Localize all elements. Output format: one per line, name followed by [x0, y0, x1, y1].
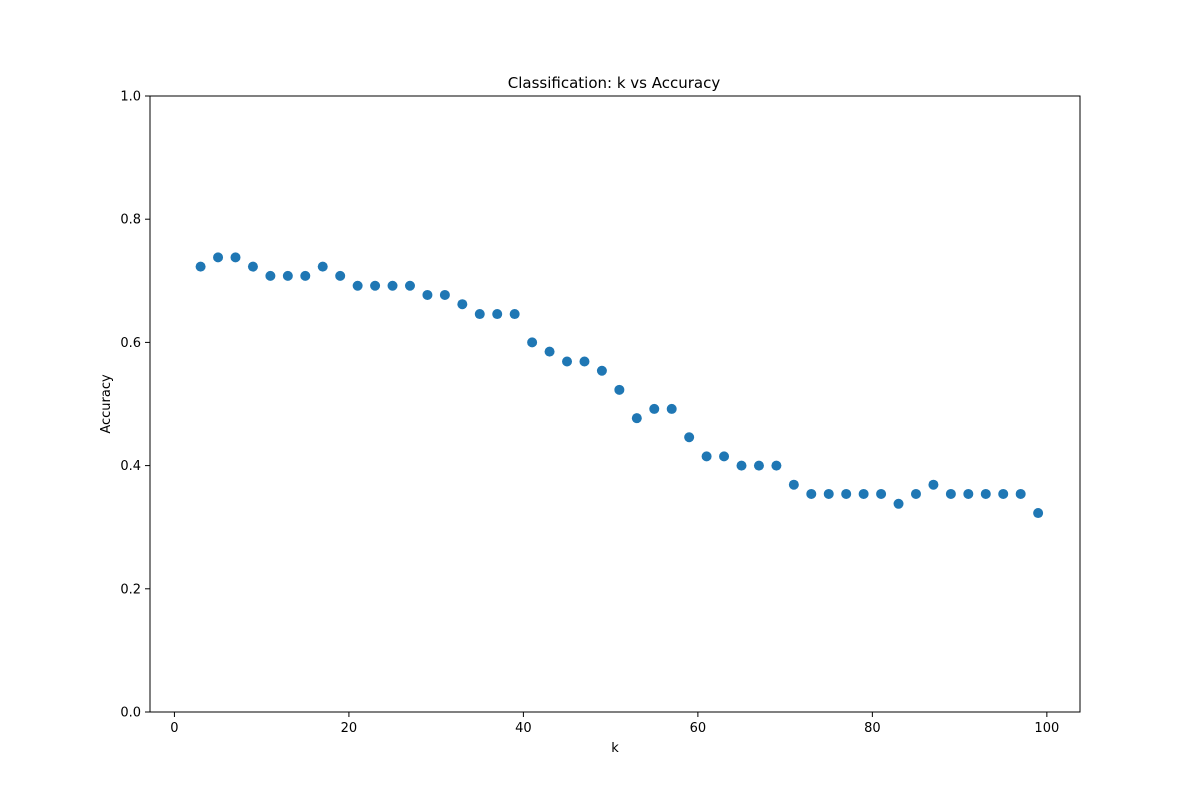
data-point [317, 261, 328, 272]
data-point [230, 252, 241, 263]
y-tick-label: 0.4 [120, 459, 141, 474]
y-tick-label: 0.8 [120, 213, 141, 228]
data-point [474, 309, 485, 320]
data-point [893, 498, 904, 509]
data-point [719, 451, 730, 462]
y-tick-label: 1.0 [120, 90, 141, 105]
data-point [771, 460, 782, 471]
x-tick-label: 40 [515, 721, 532, 736]
data-point [213, 252, 224, 263]
data-point [404, 280, 415, 291]
x-axis-ticks: 0 20 40 60 80 100 [170, 712, 1059, 736]
data-point [195, 261, 206, 272]
data-point [806, 488, 817, 499]
data-point [1015, 488, 1026, 499]
data-point [579, 356, 590, 367]
data-point [753, 460, 764, 471]
data-point [788, 479, 799, 490]
data-point [596, 365, 607, 376]
data-point [998, 488, 1009, 499]
data-point [684, 432, 695, 443]
data-point [544, 346, 555, 357]
y-axis-ticks: 0.0 0.2 0.4 0.6 0.8 1.0 [120, 90, 150, 721]
data-point [823, 488, 834, 499]
y-tick-label: 0.2 [120, 582, 141, 597]
data-point [352, 280, 363, 291]
data-point [422, 289, 433, 300]
data-point [300, 270, 311, 281]
data-point [858, 488, 869, 499]
chart-title: Classification: k vs Accuracy [508, 74, 721, 92]
data-point [387, 280, 398, 291]
data-point [370, 280, 381, 291]
data-point [701, 451, 712, 462]
data-point [527, 337, 538, 348]
data-point [335, 270, 346, 281]
data-point [649, 403, 660, 414]
data-point [562, 356, 573, 367]
data-point [509, 309, 520, 320]
data-point [1033, 508, 1044, 519]
x-tick-label: 80 [864, 721, 881, 736]
data-point [980, 488, 991, 499]
x-tick-label: 0 [170, 721, 178, 736]
data-point [666, 403, 677, 414]
y-tick-label: 0.0 [120, 706, 141, 721]
x-tick-label: 100 [1034, 721, 1059, 736]
data-point [265, 270, 276, 281]
x-axis-label: k [611, 741, 619, 756]
data-point [945, 488, 956, 499]
data-point [841, 488, 852, 499]
data-point [631, 413, 642, 424]
data-point [614, 384, 625, 395]
x-tick-label: 60 [690, 721, 707, 736]
y-axis-label: Accuracy [99, 374, 114, 434]
data-points [195, 252, 1044, 519]
data-point [910, 488, 921, 499]
data-point [963, 488, 974, 499]
data-point [247, 261, 258, 272]
data-point [928, 479, 939, 490]
data-point [736, 460, 747, 471]
axes-frame [149, 95, 1081, 713]
data-point [282, 270, 293, 281]
data-point [457, 299, 468, 310]
x-tick-label: 20 [341, 721, 358, 736]
y-tick-label: 0.6 [120, 336, 141, 351]
data-point [876, 488, 887, 499]
data-point [439, 289, 450, 300]
data-point [492, 309, 503, 320]
